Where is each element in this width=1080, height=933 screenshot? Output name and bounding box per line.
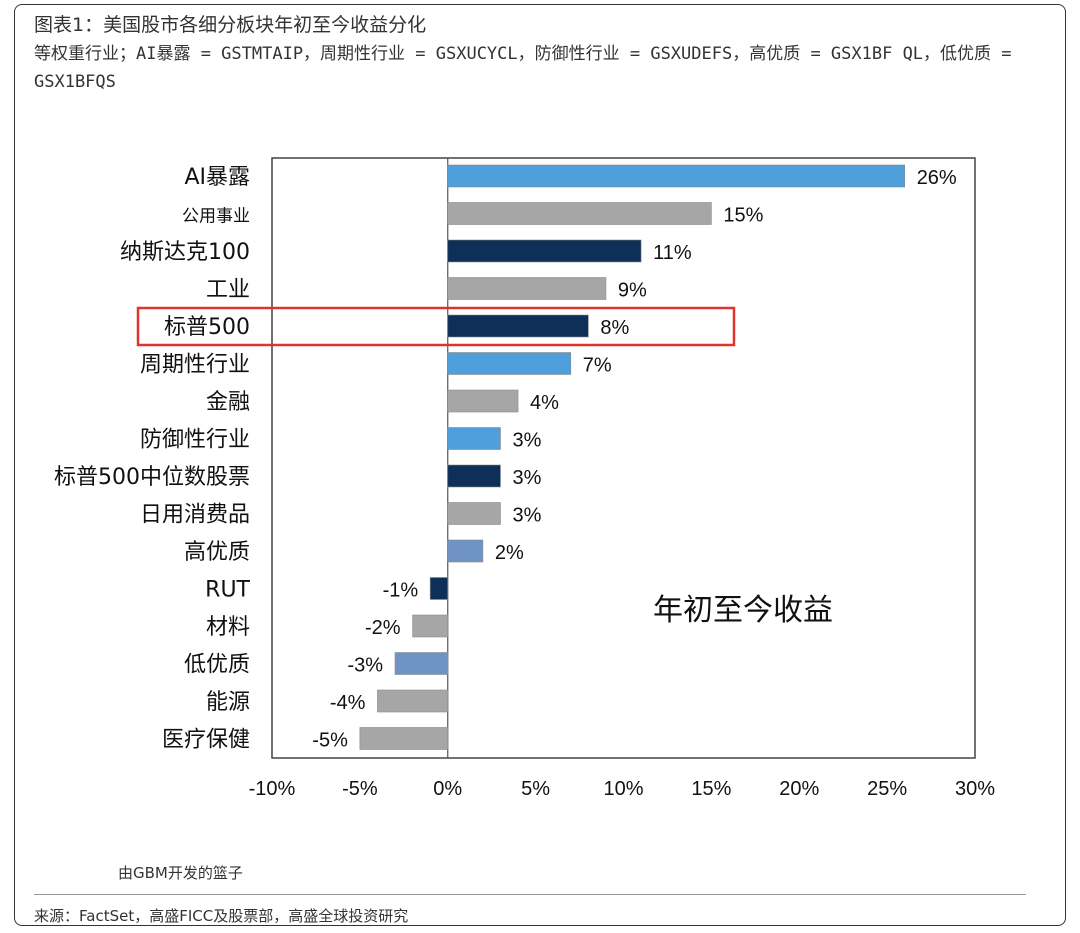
category-label-15: 医疗保健 <box>162 728 250 753</box>
category-label-12: 材料 <box>206 615 250 640</box>
value-label-11: -1% <box>383 580 419 602</box>
x-tick-label-7: 25% <box>867 778 907 800</box>
bar-0 <box>447 164 906 188</box>
value-label-10: 2% <box>495 542 524 564</box>
value-label-13: -3% <box>347 655 383 677</box>
bar-15 <box>359 727 449 750</box>
basket-note: 由GBM开发的篮子 <box>118 864 243 882</box>
value-label-12: -2% <box>365 617 401 639</box>
bar-8 <box>447 464 501 488</box>
category-label-4: 标普500 <box>164 315 250 340</box>
figure-subtitle: 等权重行业；AI暴露 = GSTMTAIP，周期性行业 = GSXUCYCL，防… <box>34 44 1012 92</box>
bar-9 <box>447 502 501 525</box>
highlight-box <box>136 306 736 347</box>
value-label-6: 4% <box>530 392 559 414</box>
category-label-7: 防御性行业 <box>140 428 250 453</box>
category-label-0: AI暴露 <box>184 165 250 190</box>
x-tick-label-0: -10% <box>249 778 296 800</box>
category-label-14: 能源 <box>206 690 250 715</box>
category-label-2: 纳斯达克100 <box>120 240 250 265</box>
category-label-11: RUT <box>205 578 250 603</box>
figure-title: 图表1：美国股市各细分板块年初至今收益分化 <box>34 14 427 36</box>
category-label-6: 金融 <box>206 390 250 415</box>
category-label-10: 高优质 <box>184 540 250 565</box>
value-label-9: 3% <box>512 505 541 527</box>
category-label-1: 公用事业 <box>182 207 250 227</box>
value-label-2: 11% <box>653 242 692 264</box>
category-label-5: 周期性行业 <box>140 353 250 378</box>
bar-5 <box>447 352 572 375</box>
bar-13 <box>394 652 449 675</box>
x-tick-label-5: 15% <box>691 778 731 800</box>
x-tick-label-1: -5% <box>342 778 378 800</box>
value-label-8: 3% <box>512 467 541 489</box>
value-label-3: 9% <box>618 280 647 302</box>
category-label-8: 标普500中位数股票 <box>54 465 250 490</box>
bar-1 <box>447 202 712 225</box>
bar-12 <box>412 614 449 638</box>
source-note: 来源：FactSet，高盛FICC及股票部，高盛全球投资研究 <box>34 907 409 925</box>
category-label-13: 低优质 <box>184 653 250 678</box>
chart-annotation: 年初至今收益 <box>653 593 833 628</box>
x-tick-label-2: 0% <box>433 778 462 800</box>
bar-11 <box>429 577 449 600</box>
category-label-9: 日用消费品 <box>140 503 250 528</box>
figure-frame <box>14 4 1066 926</box>
bar-10 <box>447 539 484 563</box>
category-label-3: 工业 <box>206 278 250 303</box>
value-label-15: -5% <box>312 730 348 752</box>
footer-divider <box>34 894 1026 895</box>
x-tick-label-6: 20% <box>779 778 819 800</box>
value-label-1: 15% <box>723 205 763 227</box>
value-label-14: -4% <box>330 692 366 714</box>
bar-6 <box>447 389 519 413</box>
x-tick-label-4: 10% <box>603 778 643 800</box>
bar-14 <box>377 689 449 713</box>
bar-7 <box>447 427 501 450</box>
x-tick-label-8: 30% <box>955 778 995 800</box>
value-label-7: 3% <box>512 430 541 452</box>
bar-3 <box>447 277 607 300</box>
bar-4 <box>447 314 589 338</box>
x-tick-label-3: 5% <box>521 778 550 800</box>
value-label-4: 8% <box>600 317 629 339</box>
value-label-0: 26% <box>917 167 957 189</box>
bar-2 <box>447 239 642 263</box>
value-label-5: 7% <box>583 355 612 377</box>
plot-area <box>271 157 976 759</box>
